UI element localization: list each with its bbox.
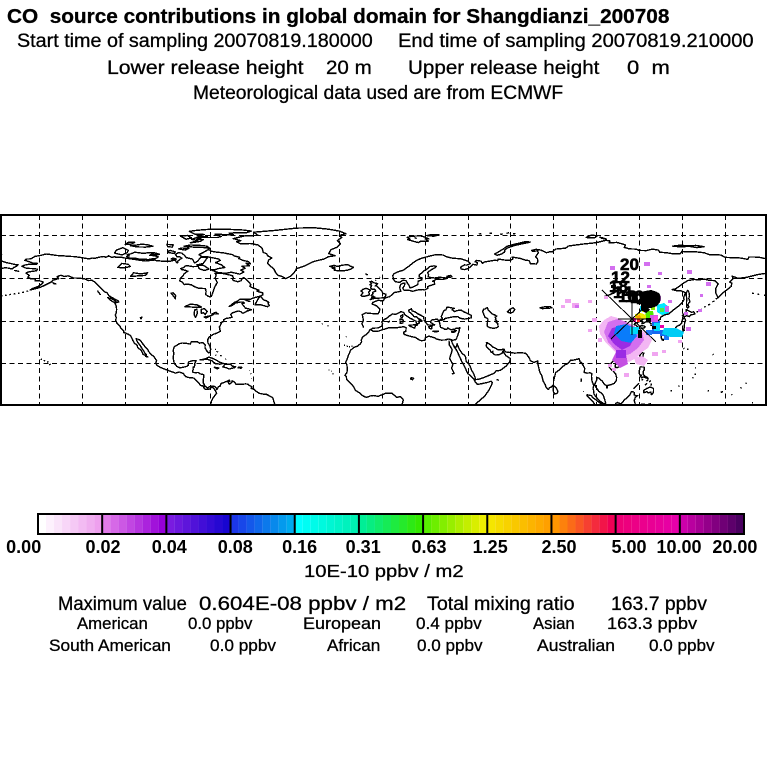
svg-text:18: 18 [636,289,655,308]
svg-text:0.16: 0.16 [282,537,317,557]
svg-text:0.00: 0.00 [6,537,41,557]
svg-text:0.04: 0.04 [152,537,187,557]
svg-text:0.63: 0.63 [411,537,446,557]
svg-text:2.50: 2.50 [541,537,576,557]
svg-text:5.00: 5.00 [611,537,646,557]
svg-text:0.31: 0.31 [346,537,381,557]
svg-text:10: 10 [642,289,661,308]
svg-text:20.00: 20.00 [712,537,757,557]
svg-text:1.25: 1.25 [473,537,508,557]
svg-text:0.08: 0.08 [218,537,253,557]
svg-text:0.02: 0.02 [85,537,120,557]
svg-text:20: 20 [620,255,639,274]
svg-text:18: 18 [609,277,628,296]
svg-text:12: 12 [611,268,630,287]
svg-text:14: 14 [613,283,632,302]
svg-text:10.00: 10.00 [656,537,701,557]
